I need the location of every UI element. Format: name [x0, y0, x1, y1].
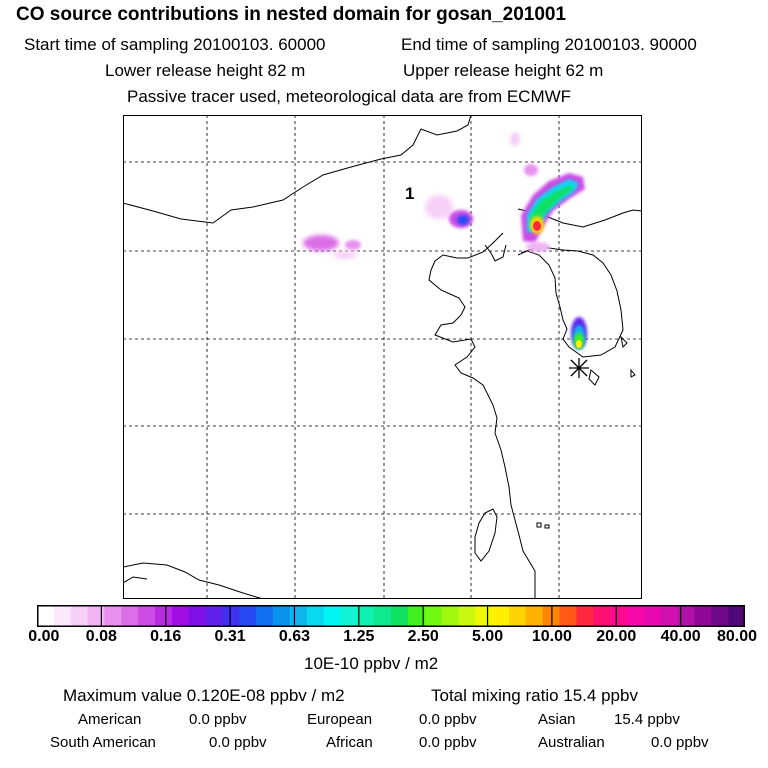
region-name-south-american: South American: [50, 734, 156, 751]
colorbar-swatch: [256, 605, 274, 627]
tracer-note: Passive tracer used, meteorological data…: [127, 87, 572, 106]
colorbar-swatch: [627, 605, 645, 627]
colorbar-swatch: [643, 605, 662, 627]
colorbar-swatch: [475, 605, 493, 627]
colorbar-swatch: [374, 605, 392, 627]
region-name-african: African: [326, 734, 373, 751]
colorbar-tick-label: 0.16: [150, 628, 182, 645]
colorbar-swatch: [441, 605, 459, 627]
colorbar-swatch: [222, 605, 240, 627]
colorbar-frame: [37, 605, 745, 627]
colorbar-swatch: [205, 605, 223, 627]
source-marker-label: 1: [405, 184, 414, 203]
colorbar-swatch: [525, 605, 544, 627]
colorbar-swatch: [576, 605, 594, 627]
colorbar-swatch: [728, 605, 745, 627]
colorbar-swatch: [121, 605, 139, 627]
colorbar-swatch: [104, 605, 122, 627]
region-value-american: 0.0 ppbv: [189, 711, 247, 728]
colorbar-swatch: [559, 605, 577, 627]
lower-release-label: Lower release height 82 m: [105, 61, 306, 80]
region-value-asian: 15.4 ppbv: [614, 711, 680, 728]
colorbar-swatch: [323, 605, 341, 627]
colorbar-swatch: [610, 605, 628, 627]
contribution-plumes: [303, 132, 587, 349]
colorbar-swatch: [542, 605, 560, 627]
colorbar-tick-label: 20.00: [596, 628, 637, 645]
colorbar-swatch: [70, 605, 88, 627]
total-mixing-ratio-label: Total mixing ratio 15.4 ppbv: [431, 686, 638, 705]
colorbar-swatch: [492, 605, 510, 627]
region-value-south-american: 0.0 ppbv: [209, 734, 267, 751]
colorbar-swatch: [458, 605, 476, 627]
colorbar-tick-label: 0.31: [214, 628, 246, 645]
start-time-label: Start time of sampling 20100103. 60000: [24, 35, 326, 54]
maximum-value-label: Maximum value 0.120E-08 ppbv / m2: [63, 686, 345, 705]
map-panel: 1: [123, 115, 642, 599]
colorbar-swatch: [711, 605, 729, 627]
colorbar-swatch: [306, 605, 324, 627]
region-name-european: European: [307, 711, 373, 728]
colorbar-swatch: [694, 605, 712, 627]
plot-title: CO source contributions in nested domain…: [16, 4, 567, 25]
colorbar-tick-label: 2.50: [407, 628, 439, 645]
region-name-australian: Australian: [538, 734, 605, 751]
colorbar-swatch: [340, 605, 358, 627]
colorbar-tick-label: 0.63: [278, 628, 311, 645]
end-time-label: End time of sampling 20100103. 90000: [401, 35, 697, 54]
colorbar-swatch: [53, 605, 72, 627]
colorbar-tick-label: 40.00: [660, 628, 701, 645]
colorbar-swatch: [138, 605, 156, 627]
colorbar-swatch: [171, 605, 190, 627]
colorbar: [37, 605, 745, 627]
colorbar-swatch: [87, 605, 105, 627]
coastlines: [123, 115, 642, 599]
colorbar-swatch: [509, 605, 527, 627]
colorbar-tick-label: 80.00: [716, 628, 758, 645]
colorbar-swatch: [357, 605, 375, 627]
colorbar-tick-label: 0.08: [85, 628, 117, 645]
colorbar-tick-label: 10.00: [531, 628, 572, 645]
colorbar-swatch: [660, 605, 678, 627]
colorbar-swatch: [424, 605, 442, 627]
colorbar-tick-label: 0.00: [28, 628, 60, 645]
colorbar-swatch: [289, 605, 308, 627]
colorbar-swatch: [407, 605, 426, 627]
colorbar-tick-label: 1.25: [343, 628, 375, 645]
region-name-american: American: [78, 711, 142, 728]
region-value-european: 0.0 ppbv: [419, 711, 477, 728]
colorbar-swatch: [273, 605, 291, 627]
colorbar-tick-label: 5.00: [471, 628, 504, 645]
region-value-african: 0.0 ppbv: [419, 734, 477, 751]
colorbar-swatch: [593, 605, 611, 627]
region-name-asian: Asian: [538, 711, 576, 728]
grid-lines: [123, 115, 642, 599]
colorbar-swatch: [677, 605, 695, 627]
colorbar-swatch: [391, 605, 409, 627]
receptor-marker: [569, 358, 589, 378]
colorbar-swatch: [239, 605, 257, 627]
upper-release-label: Upper release height 62 m: [403, 61, 604, 80]
colorbar-swatch: [188, 605, 206, 627]
region-value-australian: 0.0 ppbv: [651, 734, 709, 751]
colorbar-swatch: [155, 605, 173, 627]
colorbar-units: 10E-10 ppbv / m2: [304, 654, 439, 673]
colorbar-swatch: [37, 605, 55, 627]
